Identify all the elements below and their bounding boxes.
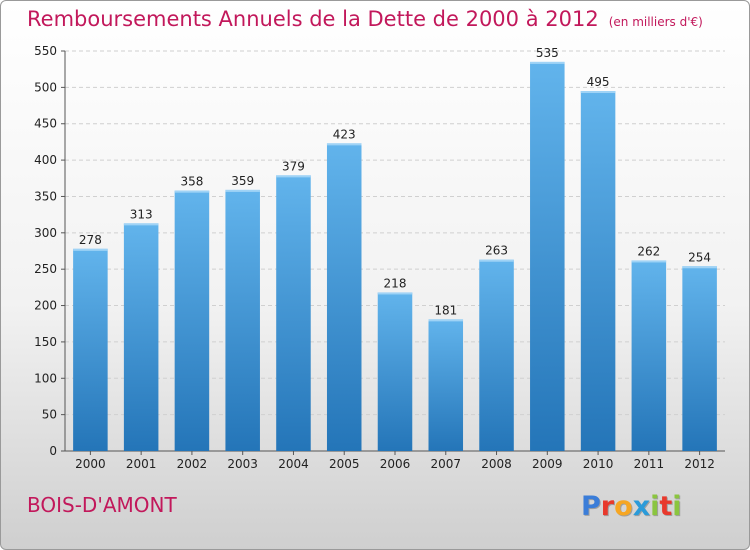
value-label-2010: 495 <box>587 75 610 89</box>
bar-highlight <box>377 292 413 295</box>
value-labels: 278 313 358 359 379 423 218 181 263 535 495 262 254 <box>79 46 711 317</box>
value-label-2011: 262 <box>637 244 660 258</box>
title-unit: (en milliers d'€) <box>608 15 703 29</box>
bar-highlight <box>225 189 260 192</box>
bar-2002[interactable] <box>174 190 210 452</box>
bar-2012[interactable] <box>682 266 717 451</box>
x-tick-label: 2006 <box>380 457 411 471</box>
logo-letter: i <box>672 491 682 522</box>
bar-highlight <box>580 91 616 93</box>
bar-2004[interactable] <box>276 175 311 451</box>
value-label-2008: 263 <box>485 244 508 258</box>
bar-highlight <box>73 248 108 251</box>
bar-highlight <box>428 319 464 322</box>
logo-letter: P <box>581 491 601 522</box>
value-label-2006: 218 <box>384 276 407 290</box>
bar-2010[interactable] <box>580 91 616 451</box>
value-label-2001: 313 <box>130 207 153 221</box>
value-label-2003: 359 <box>231 174 254 188</box>
y-tick-label: 200 <box>34 299 57 313</box>
y-tick-label: 500 <box>34 80 57 94</box>
proxiti-logo[interactable]: Proxiti <box>581 491 682 522</box>
x-tick-label: 2009 <box>532 457 563 471</box>
y-tick-label: 150 <box>34 335 57 349</box>
value-label-2005: 423 <box>333 127 356 141</box>
logo-letter: i <box>650 491 660 522</box>
y-tick-label: 550 <box>34 44 57 58</box>
y-tick-label: 300 <box>34 226 57 240</box>
y-tick-labels: 0 50 100 150 200 250 300 350 400 450 500 550 <box>34 44 57 458</box>
bar-highlight <box>326 143 362 146</box>
x-tick-label: 2004 <box>278 457 309 471</box>
y-tick-label: 0 <box>49 444 57 458</box>
value-label-2009: 535 <box>536 46 559 60</box>
value-label-2007: 181 <box>434 303 457 317</box>
bar-highlight <box>479 259 514 262</box>
x-tick-label: 2010 <box>583 457 614 471</box>
bar-2009[interactable] <box>530 61 565 452</box>
y-tick-label: 100 <box>34 371 57 385</box>
x-tick-label: 2008 <box>481 457 512 471</box>
logo-letter: r <box>600 491 615 522</box>
bar-highlight <box>123 223 159 226</box>
y-tick-label: 400 <box>34 153 57 167</box>
title-text: Remboursements Annuels de la Dette de 20… <box>27 7 599 31</box>
bar-highlight <box>530 61 565 64</box>
x-tick-label: 2001 <box>126 457 157 471</box>
bar-2000[interactable] <box>73 248 108 451</box>
chart-title: Remboursements Annuels de la Dette de 20… <box>27 7 703 31</box>
logo-letter: t <box>659 491 673 522</box>
x-tick-label: 2012 <box>684 457 715 471</box>
value-label-2002: 358 <box>180 175 203 189</box>
bar-2003[interactable] <box>225 189 260 451</box>
x-tick-label: 2000 <box>75 457 106 471</box>
bar-2005[interactable] <box>326 143 362 451</box>
bar-highlight <box>631 260 667 263</box>
bar-2011[interactable] <box>631 260 667 451</box>
value-label-2004: 379 <box>282 159 305 173</box>
y-tick-label: 350 <box>34 189 57 203</box>
bar-2001[interactable] <box>123 223 159 451</box>
x-tick-label: 2002 <box>177 457 208 471</box>
x-tick-label: 2003 <box>227 457 258 471</box>
value-label-2000: 278 <box>79 233 102 247</box>
bar-2007[interactable] <box>428 319 464 451</box>
x-tick-label: 2007 <box>430 457 461 471</box>
bar-highlight <box>174 190 210 193</box>
bar-2006[interactable] <box>377 292 413 451</box>
x-tick-label: 2011 <box>634 457 665 471</box>
x-tick-labels: 2000 2001 2002 2003 2004 2005 2006 2007 2008 2009… <box>75 451 715 471</box>
logo-letter: o <box>614 491 633 522</box>
bar-2008[interactable] <box>479 259 514 451</box>
bar-highlight <box>276 175 311 178</box>
value-label-2012: 254 <box>688 250 711 264</box>
y-tick-label: 450 <box>34 117 57 131</box>
commune-name: BOIS-D'AMONT <box>27 493 177 517</box>
y-tick-label: 250 <box>34 262 57 276</box>
logo-letter: x <box>632 491 651 522</box>
bars <box>73 61 717 452</box>
bar-highlight <box>682 266 717 269</box>
x-tick-label: 2005 <box>329 457 360 471</box>
y-tick-label: 50 <box>42 408 57 422</box>
